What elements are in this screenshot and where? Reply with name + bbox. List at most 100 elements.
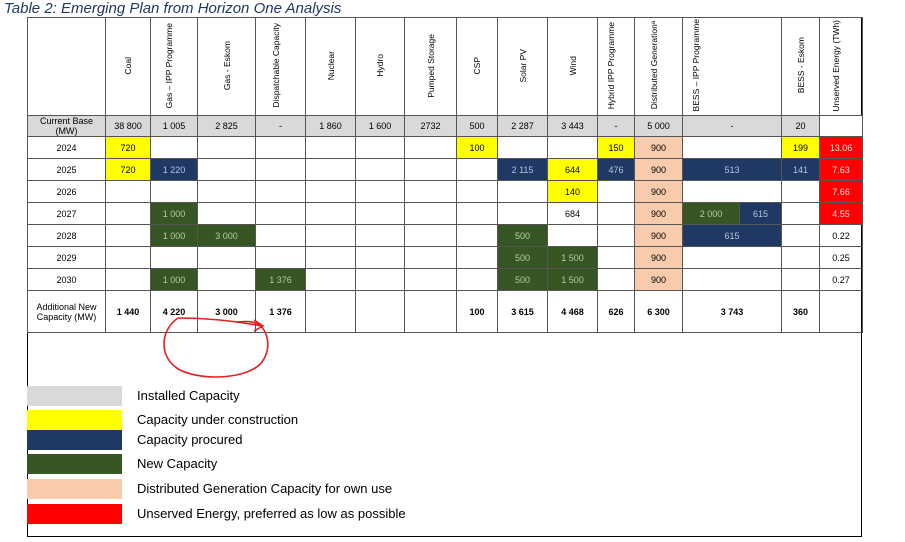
cell: 13.06 (819, 136, 863, 159)
cell: 900 (634, 158, 683, 181)
cell (197, 180, 256, 203)
year-label: 2024 (27, 136, 106, 159)
header-cell: Nuclear (305, 17, 356, 116)
year-label: 2027 (27, 202, 106, 225)
cell (404, 158, 457, 181)
cell: 140 (547, 180, 598, 203)
year-label: 2026 (27, 180, 106, 203)
cell: 100 (456, 136, 498, 159)
cell: 500 (497, 268, 548, 291)
cell (150, 180, 198, 203)
cell (497, 180, 548, 203)
cell (305, 158, 356, 181)
cell (456, 158, 498, 181)
cell (355, 202, 405, 225)
legend-swatch (27, 386, 122, 406)
cell: 3 443 (547, 115, 598, 137)
cell: 0.22 (819, 224, 863, 247)
cell: 626 (597, 290, 635, 333)
year-label: 2030 (27, 268, 106, 291)
cell: 1 376 (255, 268, 306, 291)
cell: - (597, 115, 635, 137)
header-cell: Wind (547, 17, 598, 116)
cell (781, 180, 820, 203)
cell (682, 246, 782, 269)
cell: - (255, 115, 306, 137)
year-row: 2028 1 000 3 000 500 900 615 0.22 (27, 224, 863, 247)
cell: 2 115 (497, 158, 548, 181)
cell: 476 (597, 158, 635, 181)
legend-item: Capacity procured (27, 430, 627, 450)
header-cell: BESS – IPP Programme (682, 17, 782, 116)
year-row: 2030 1 000 1 376 500 1 500 900 0.27 (27, 268, 863, 291)
cell (197, 158, 256, 181)
cell: 500 (497, 246, 548, 269)
cell: 1 500 (547, 246, 598, 269)
cell (105, 268, 151, 291)
cell: 900 (634, 202, 683, 225)
cell (355, 246, 405, 269)
cell: 1 000 (150, 268, 198, 291)
cell: 3 000 (197, 290, 256, 333)
cell (819, 290, 863, 333)
cell: 141 (781, 158, 820, 181)
cell: 4 220 (150, 290, 198, 333)
cell (305, 202, 356, 225)
legend-swatch (27, 454, 122, 474)
cell: 2 825 (197, 115, 256, 137)
cell: 513 (682, 158, 782, 181)
cell (305, 180, 356, 203)
cell (597, 246, 635, 269)
cell (355, 158, 405, 181)
legend-label: Unserved Energy, preferred as low as pos… (137, 506, 406, 521)
cell: 900 (634, 268, 683, 291)
legend-swatch (27, 410, 122, 430)
cell (781, 246, 820, 269)
cell: 0.27 (819, 268, 863, 291)
cell (305, 136, 356, 159)
year-label: 2025 (27, 158, 106, 181)
cell (355, 268, 405, 291)
cell (781, 268, 820, 291)
year-label: 2029 (27, 246, 106, 269)
additional-capacity-row: Additional New Capacity (MW) 1 440 4 220… (27, 290, 863, 333)
cell: 500 (497, 224, 548, 247)
cell: 360 (781, 290, 820, 333)
cell: 1 220 (150, 158, 198, 181)
current-base-row: Current Base (MW) 38 800 1 005 2 825 - 1… (27, 115, 863, 137)
cell (456, 202, 498, 225)
cell: 615 (739, 202, 782, 225)
cell: 900 (634, 224, 683, 247)
cell (197, 202, 256, 225)
cell: 4 468 (547, 290, 598, 333)
legend-swatch (27, 430, 122, 450)
capacity-table: Coal Gas – IPP Programme Gas - Eskom Dis… (27, 17, 863, 333)
cell: 1 005 (150, 115, 198, 137)
cell (255, 136, 306, 159)
cell: 38 800 (105, 115, 151, 137)
header-cell: Dispatchable Capacity (255, 17, 306, 116)
cell (547, 224, 598, 247)
cell: 1 000 (150, 202, 198, 225)
year-label: 2028 (27, 224, 106, 247)
cell (255, 246, 306, 269)
cell (355, 136, 405, 159)
cell (197, 268, 256, 291)
cell (404, 246, 457, 269)
cell (197, 136, 256, 159)
cell (404, 202, 457, 225)
legend-item: Unserved Energy, preferred as low as pos… (27, 504, 627, 524)
cell (255, 224, 306, 247)
row-label: Current Base (MW) (27, 115, 106, 137)
header-cell: Pumped Storage (404, 17, 457, 116)
cell (497, 202, 548, 225)
cell: 684 (547, 202, 598, 225)
header-row: Coal Gas – IPP Programme Gas - Eskom Dis… (27, 17, 863, 116)
cell: 0.25 (819, 246, 863, 269)
cell (255, 202, 306, 225)
legend-label: New Capacity (137, 456, 218, 471)
header-cell: Gas – IPP Programme (150, 17, 198, 116)
cell (597, 202, 635, 225)
cell (105, 202, 151, 225)
header-corner (27, 17, 106, 116)
